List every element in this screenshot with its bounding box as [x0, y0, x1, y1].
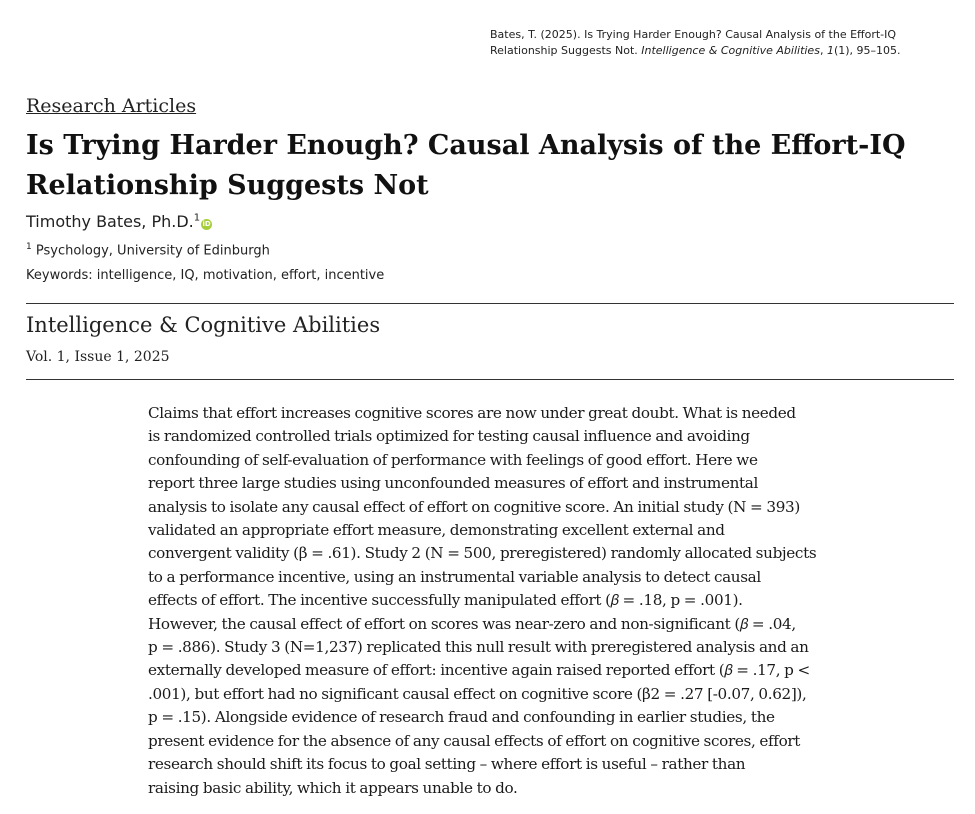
abstract-line: externally developed measure of effort: …: [148, 661, 810, 680]
abstract-line: convergent validity (β = .61). Study 2 (…: [148, 544, 817, 563]
citation: Bates, T. (2025). Is Trying Harder Enoug…: [490, 27, 960, 59]
abstract-line: However, the causal effect of effort on …: [148, 614, 796, 633]
abstract-line: is randomized controlled trials optimize…: [148, 427, 750, 446]
affiliation: 1 Psychology, University of Edinburgh: [26, 242, 270, 258]
citation-suffix: (1), 95–105.: [833, 44, 901, 57]
abstract-line: confounding of self-evaluation of perfor…: [148, 450, 758, 469]
article-title: Is Trying Harder Enough? Causal Analysis…: [26, 130, 906, 201]
affiliation-marker: 1: [26, 242, 32, 252]
abstract-line: research should shift its focus to goal …: [148, 755, 746, 774]
abstract-line: p = .886). Study 3 (N=1,237) replicated …: [148, 638, 809, 657]
abstract-line: analysis to isolate any causal effect of…: [148, 497, 800, 516]
orcid-icon[interactable]: iD: [201, 219, 213, 230]
citation-volume: 1: [826, 44, 834, 57]
abstract-line: report three large studies using unconfo…: [148, 474, 759, 493]
abstract-line: p = .15). Alongside evidence of research…: [148, 708, 775, 727]
abstract-line: Claims that effort increases cognitive s…: [148, 404, 796, 422]
affiliation-text: Psychology, University of Edinburgh: [31, 243, 270, 259]
divider-top: [26, 303, 954, 304]
keywords: Keywords: intelligence, IQ, motivation, …: [26, 268, 385, 283]
divider-bottom: [26, 379, 954, 380]
citation-prefix: Bates, T. (2025). Is Trying Harder Enoug…: [490, 28, 897, 57]
abstract: Claims that effort increases cognitive s…: [148, 402, 838, 800]
section-link[interactable]: Research Articles: [26, 95, 197, 117]
citation-journal: Intelligence & Cognitive Abilities: [641, 44, 820, 57]
abstract-line: .001), but effort had no significant cau…: [148, 684, 807, 703]
abstract-line: raising basic ability, which it appears …: [148, 778, 518, 797]
citation-comma: ,: [819, 44, 827, 57]
author-line: Timothy Bates, Ph.D.1iD: [26, 212, 213, 231]
volume-info: Vol. 1, Issue 1, 2025: [26, 349, 170, 365]
abstract-line: present evidence for the absence of any …: [148, 731, 801, 750]
journal-name: Intelligence & Cognitive Abilities: [26, 313, 381, 337]
abstract-line: validated an appropriate effort measure,…: [148, 521, 725, 540]
author-name[interactable]: Timothy Bates, Ph.D.: [26, 212, 194, 231]
abstract-line: to a performance incentive, using an ins…: [148, 567, 761, 586]
abstract-line: effects of effort. The incentive success…: [148, 591, 743, 610]
author-affil-marker: 1: [193, 212, 201, 224]
